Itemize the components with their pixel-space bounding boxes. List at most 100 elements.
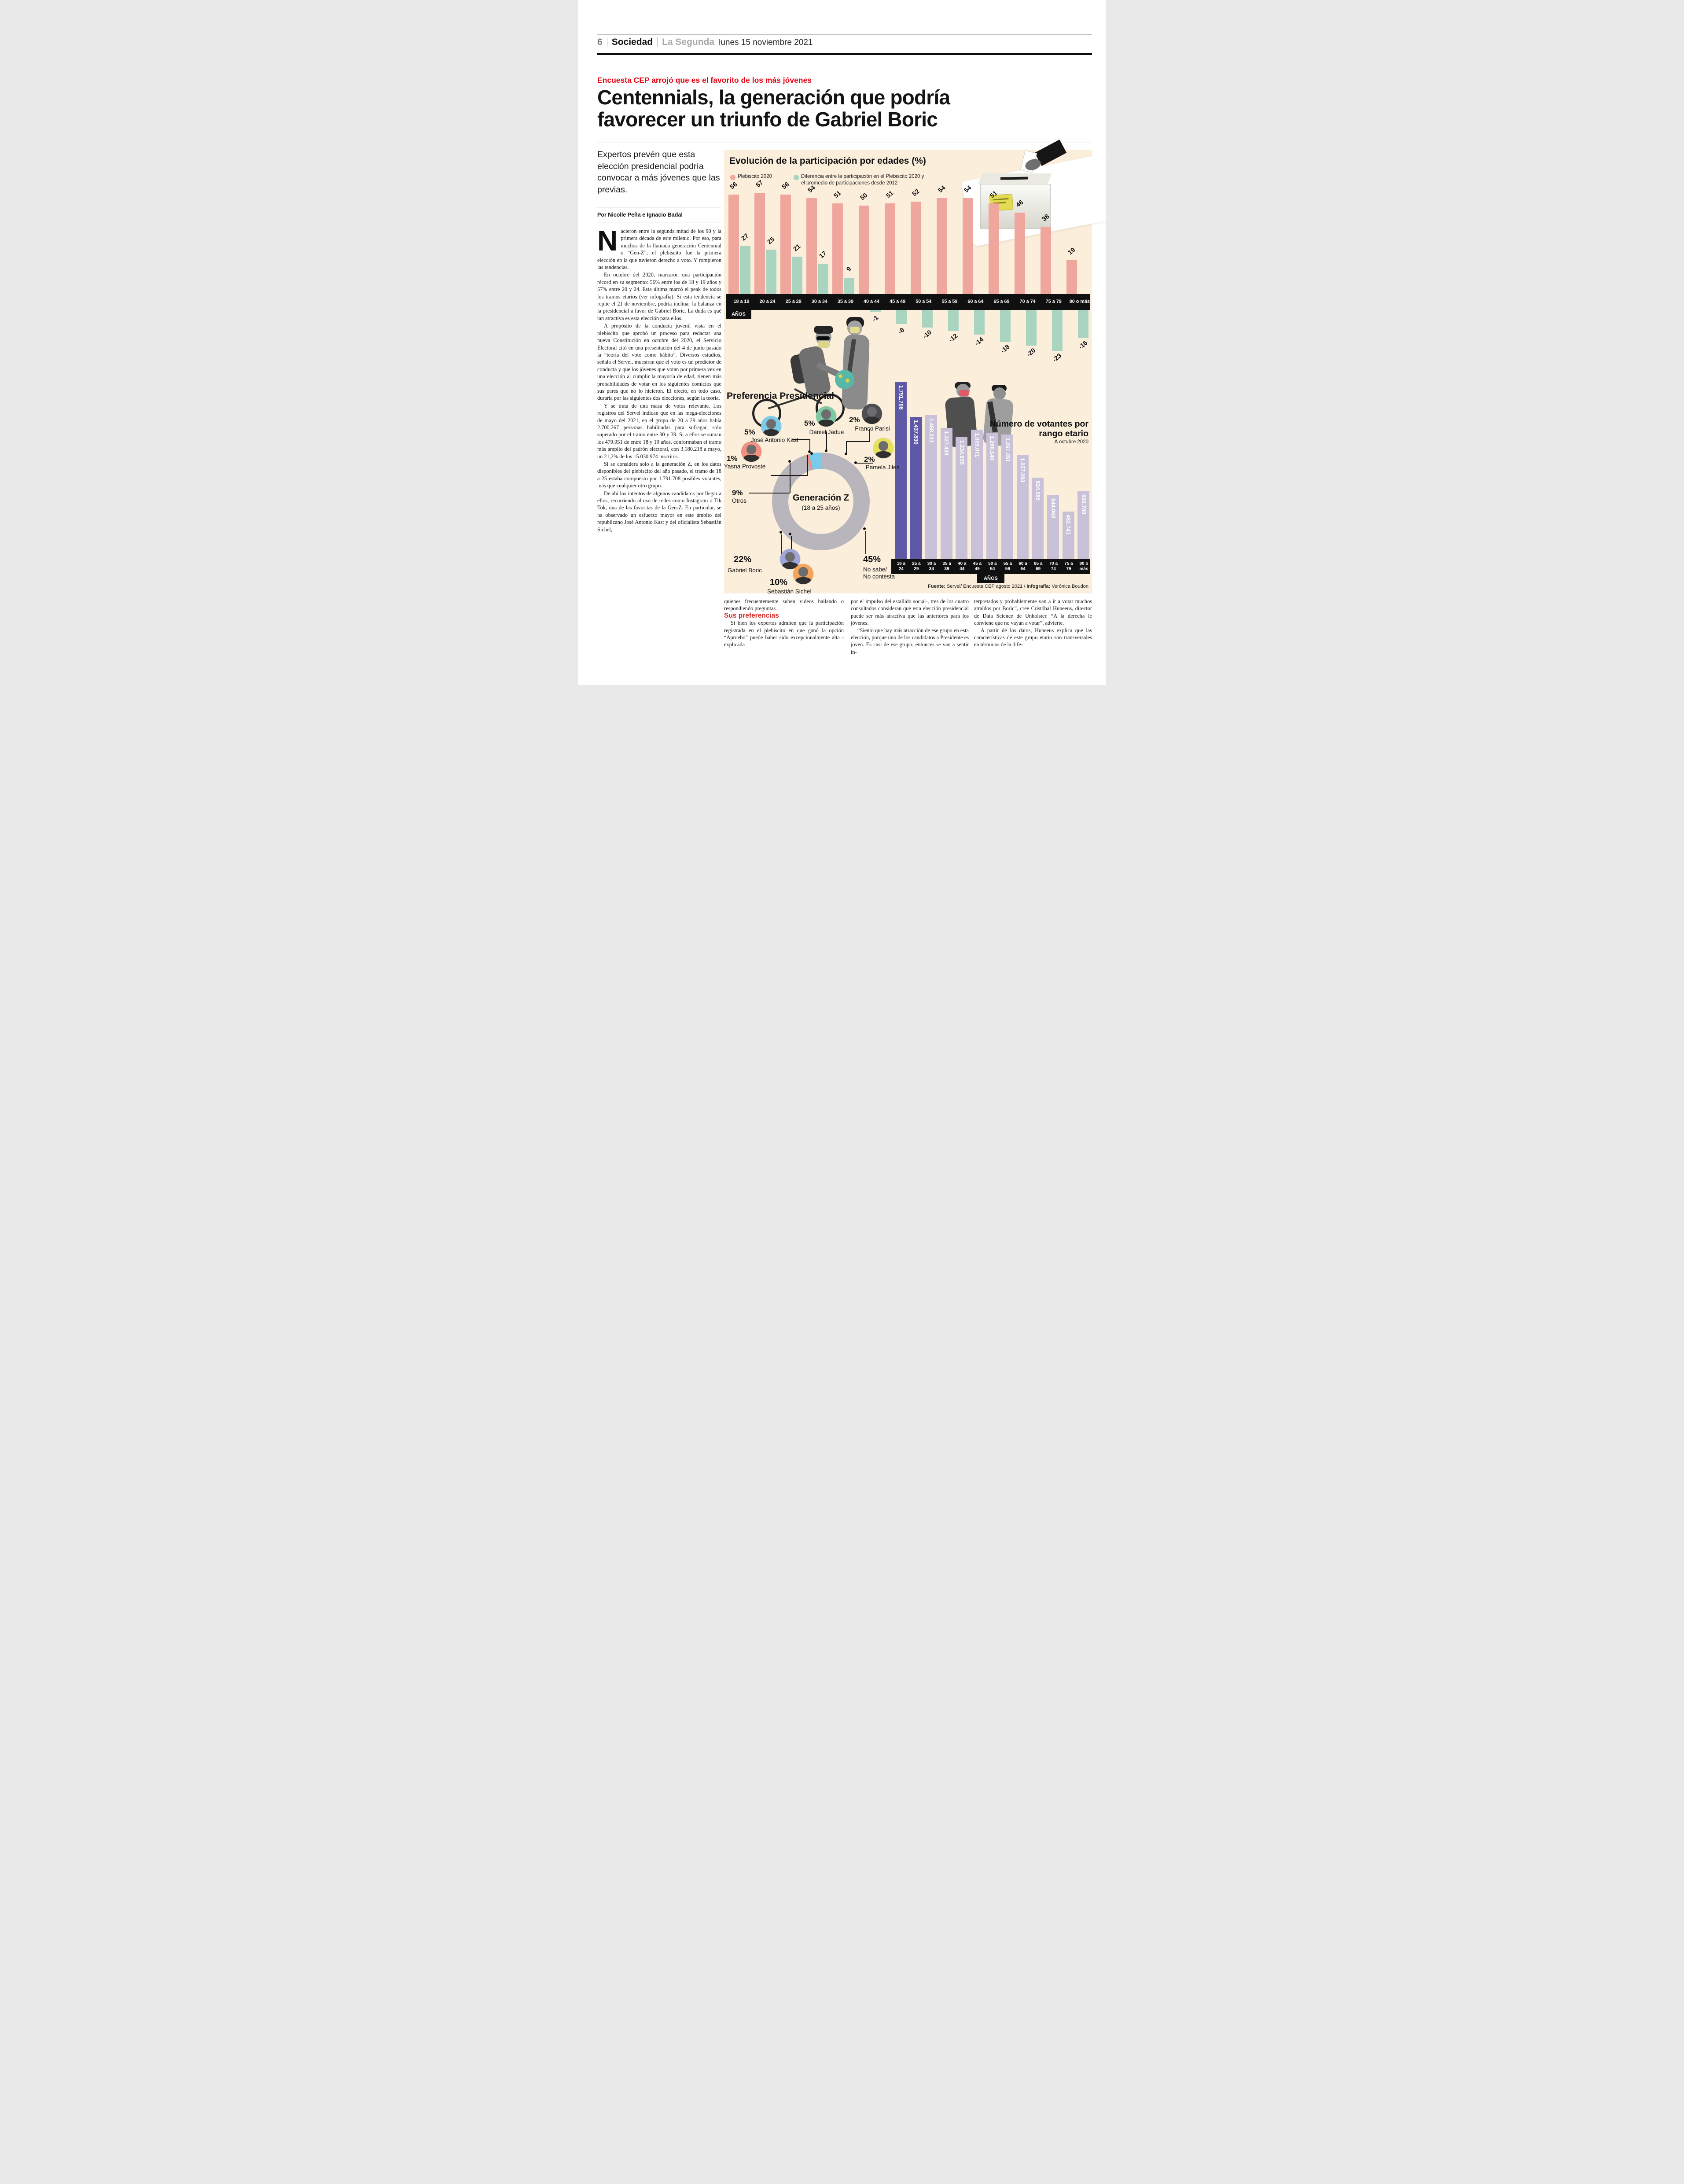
name-otros: Otros — [732, 497, 747, 504]
avatar-boric — [780, 549, 800, 569]
pct-sichel: 10% — [770, 578, 788, 587]
paragraph: Si bien los expertos admiten que la part… — [724, 620, 844, 648]
bar-plebiscito-45 a 49 — [884, 203, 895, 294]
bar-value: 1.280.140 — [989, 435, 996, 460]
axis-tick: 65 a 69 — [993, 299, 1010, 304]
voters-chart-subtitle: A octubre 2020 — [1054, 439, 1088, 445]
paragraph: En octubre del 2020, marcaron una partic… — [597, 272, 721, 321]
axis-tick: 20 a 24 — [759, 299, 776, 304]
voters-chart: 1.791.708 1.437.830 1.458.221 1.327.439 1.23… — [724, 150, 1092, 593]
connector — [771, 475, 808, 476]
avatar-provoste — [741, 442, 761, 462]
bar-votantes-60 a 64 — [1016, 454, 1029, 559]
bar-plebiscito-65 a 69 — [989, 203, 999, 294]
name-sichel: Sebastián Sichel — [767, 588, 812, 595]
name-provoste: Yasna Provoste — [724, 463, 766, 470]
axis-tick: 60 a 64 — [1018, 561, 1027, 571]
bar-value: 1.458.221 — [928, 418, 934, 443]
bar-votantes-25 a 29 — [910, 417, 922, 559]
subhead-sus-preferencias: Sus preferencias — [724, 611, 779, 619]
pct-otros: 9% — [732, 489, 743, 497]
bar-votantes-30 a 34 — [925, 415, 938, 559]
participation-chart: 56 27 57 25 56 21 54 17 51 9 50 -1 51 -8 52 -10 54 -12 54-… — [724, 150, 1092, 379]
pct-parisi: 2% — [849, 416, 860, 424]
left-column: Expertos prevén que esta elección presid… — [597, 149, 721, 675]
paragraph: A partir de los datos, Huneeus explica q… — [974, 627, 1092, 648]
preference-chart-title: Preferencia Presidencial — [727, 391, 834, 401]
legend-label-diferencia: Diferencia entre la participación en el … — [801, 174, 924, 186]
connector — [826, 431, 827, 451]
bar-plebiscito-75 a 79 — [1041, 226, 1052, 294]
photo-masked-pair — [944, 382, 1028, 448]
bar-value: 824.595 — [1034, 480, 1041, 501]
bar-value: 1.791.708 — [897, 385, 904, 410]
axis-tick: 70 a 74 — [1019, 299, 1036, 304]
axis-tick: 75 a 79 — [1045, 299, 1062, 304]
face-mask-yellow — [818, 341, 830, 348]
connector — [749, 493, 790, 494]
slice-dot — [789, 533, 791, 535]
connector — [865, 531, 866, 554]
slice-dot — [808, 450, 811, 453]
bar-votantes-65 a 69 — [1032, 477, 1044, 559]
avatar-kast — [761, 416, 781, 436]
bar-votantes-40 a 44 — [956, 437, 968, 559]
voters-chart-title: Número de votantes por rango etario — [989, 419, 1088, 438]
bar-value: 686.700 — [1080, 494, 1087, 515]
axis-tick: 65 a 69 — [1033, 561, 1043, 571]
source-label: Fuente: — [928, 584, 945, 589]
bar-value: 1.057.283 — [1019, 457, 1026, 482]
connector — [807, 455, 808, 475]
bar-plebiscito-70 a 74 — [1015, 212, 1026, 294]
pct-jadue: 5% — [804, 419, 815, 427]
bar-votantes-50 a 54 — [986, 432, 998, 559]
bottom-column-3: terpretados y probablemente van a ir a v… — [974, 598, 1092, 678]
bottom-column-2: por el impulso del estallido social-, tr… — [851, 598, 969, 678]
axis-tick: 55 a 59 — [941, 299, 958, 304]
bar-value: 1.327.439 — [943, 431, 950, 456]
bar-value: 1.309.071 — [974, 433, 980, 457]
axis-tick: 30 a 34 — [811, 299, 827, 304]
infographic-panel: Evolución de la participación por edades… — [724, 139, 1106, 595]
slice-dot — [845, 453, 847, 455]
bar-votantes-70 a 74 — [1047, 495, 1059, 559]
bottom-column-1: quienes frecuentemente suben videos bail… — [724, 598, 844, 678]
axis-tick: 45 a 49 — [890, 299, 906, 304]
headline: Centennials, la generación que podría fa… — [597, 86, 950, 130]
legend-dot-plebiscito — [730, 175, 735, 180]
kicker: Encuesta CEP arrojó que es el favorito d… — [597, 76, 812, 85]
bar-votantes-55 a 59 — [1001, 434, 1014, 559]
legend-label-plebiscito: Plebiscito 2020 — [738, 174, 772, 179]
connector — [869, 429, 870, 442]
avatar-jadue — [816, 406, 836, 427]
page-number: 6 — [597, 37, 603, 47]
pct-boric: 22% — [734, 555, 752, 564]
newspaper-name: La Segunda — [662, 37, 715, 47]
paragraph: “Siento que hay más atracción de ese gru… — [851, 627, 969, 655]
bar-plebiscito-55 a 59 — [936, 198, 947, 294]
slice-dot — [825, 449, 827, 452]
axis-tick: 50 a 54 — [988, 561, 997, 571]
bar-plebiscito-60 a 64 — [962, 198, 973, 294]
source-line: Fuente: Servel/ Encuesta CEP agosto 2021… — [856, 584, 1088, 589]
sunglasses — [816, 336, 830, 340]
bar-diferencia-80 o más — [1078, 310, 1089, 339]
participation-axis-label: AÑOS — [726, 310, 751, 319]
axis-tick: 55 a 59 — [1003, 561, 1012, 571]
page-header: 6 Sociedad La Segunda lunes 15 noviembre… — [597, 37, 813, 48]
header-separator — [657, 37, 658, 47]
bar-value: 1.234.955 — [958, 440, 965, 465]
paragraph: quienes frecuentemente suben videos bail… — [724, 598, 844, 612]
bar-plebiscito-20 a 24 — [754, 193, 765, 294]
bar-value: 644.063 — [1050, 498, 1056, 519]
avatar-jiles — [873, 438, 893, 458]
axis-tick: 40 a 44 — [864, 299, 880, 304]
donut-hole — [788, 469, 853, 534]
bar-diferencia-55 a 59 — [948, 310, 959, 331]
paragraph: A propósito de la conducta juvenil vista… — [597, 323, 721, 401]
paragraph: por el impulso del estallido social-, tr… — [851, 598, 969, 626]
bar-diferencia-18 a 19 — [740, 246, 750, 294]
edition-date: lunes 15 noviembre 2021 — [719, 38, 813, 47]
